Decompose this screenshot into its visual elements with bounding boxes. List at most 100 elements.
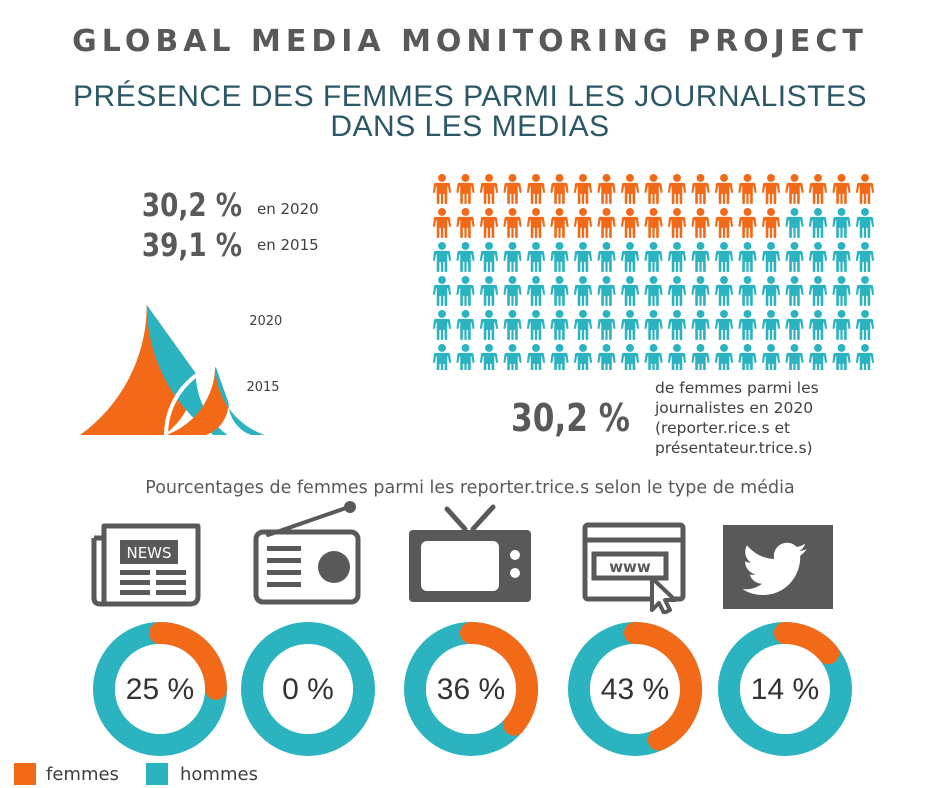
pictogram-person-men: [456, 310, 475, 340]
label-2015: en 2015: [257, 236, 319, 254]
donut-radio-men-ring: [241, 622, 375, 756]
pictogram-person-men: [620, 344, 640, 370]
media-donut-charts: [93, 622, 852, 756]
pictogram-person-men: [667, 310, 687, 340]
pictogram-person-men: [808, 276, 828, 306]
pictogram-person-men: [503, 344, 522, 370]
pictogram-person-men: [597, 310, 616, 340]
pictogram-person-men: [832, 242, 851, 272]
pictogram-person-men: [832, 208, 851, 238]
pictogram-person-men: [714, 310, 734, 340]
donut-twitter-women-arc: [774, 622, 840, 665]
pictogram-person-men: [503, 276, 522, 306]
semicircle-2015-men-segment: [215, 365, 314, 435]
value-2015: 39,1 %: [141, 226, 242, 264]
subtitle-line-1: PRÉSENCE DES FEMMES PARMI LES JOURNALIST…: [73, 80, 867, 113]
donut-tv-hole: [426, 644, 516, 734]
pictogram-person-women: [432, 208, 452, 238]
pictogram-person-men: [785, 242, 804, 272]
pictogram-person-women: [832, 174, 851, 204]
pictogram-person-men: [479, 310, 499, 340]
pictogram-person-women: [620, 174, 640, 204]
pictogram-person-women: [573, 174, 593, 204]
legend-label-men: hommes: [180, 764, 258, 785]
big-stat: 30,2 %: [511, 396, 630, 440]
pictogram-person-men: [667, 242, 687, 272]
pictogram-person-men: [456, 242, 475, 272]
pictogram-person-men: [550, 310, 569, 340]
stat-desc-line: présentateur.trice.s): [655, 439, 813, 457]
pictogram-person-men: [667, 344, 687, 370]
donut-label-newspaper: 25 %: [125, 673, 195, 706]
pictogram-person-men: [714, 242, 734, 272]
donut-newspaper-hole: [115, 644, 205, 734]
radio-icon: [253, 501, 361, 605]
pictogram-person-men: [832, 344, 851, 370]
pictogram-person-men: [714, 344, 734, 370]
pictogram-person-women: [855, 174, 875, 204]
pictogram-person-men: [526, 344, 546, 370]
page-title: GLOBAL MEDIA MONITORING PROJECT: [72, 24, 868, 59]
pictogram-person-men: [785, 310, 804, 340]
legend-label-women: femmes: [46, 764, 119, 785]
pictogram-person-women: [667, 174, 687, 204]
pictogram-person-men: [691, 242, 710, 272]
pictogram-person-women: [714, 208, 734, 238]
pictogram-person-women: [526, 208, 546, 238]
pictogram-person-men: [785, 276, 804, 306]
pictogram-person-men: [597, 344, 616, 370]
pictogram-person-men: [620, 242, 640, 272]
semicircle-2015-women-segment: [166, 365, 229, 435]
pictogram-person-men: [503, 310, 522, 340]
pictogram-person-women: [503, 174, 522, 204]
pictogram-person-men: [573, 276, 593, 306]
pictogram-person-women: [738, 208, 757, 238]
pictogram-person-men: [808, 344, 828, 370]
pictogram-person-men: [597, 276, 616, 306]
donut-web-hole: [590, 644, 680, 734]
section-title: Pourcentages de femmes parmi les reporte…: [145, 478, 795, 498]
pictogram-person-men: [550, 242, 569, 272]
legend-swatch-women: [14, 763, 36, 785]
pictogram-person-men: [832, 276, 851, 306]
pictogram-person-men: [855, 344, 875, 370]
pictogram-person-women: [573, 208, 593, 238]
pictogram-person-women: [785, 174, 804, 204]
donut-label-web: 43 %: [600, 673, 670, 706]
pictogram-person-women: [620, 208, 640, 238]
pictogram-person-women: [691, 208, 710, 238]
pictogram-person-men: [644, 276, 663, 306]
twitter-icon: [723, 525, 833, 609]
pictogram-person-men: [691, 344, 710, 370]
pictogram-person-men: [832, 310, 851, 340]
pictogram-person-women: [738, 174, 757, 204]
pictogram-person-women: [479, 174, 499, 204]
pictogram-person-women: [456, 208, 475, 238]
pictogram-person-men: [526, 276, 546, 306]
pictogram-person-women: [550, 208, 569, 238]
donut-label-radio: 0 %: [282, 673, 334, 706]
pictogram-person-men: [667, 276, 687, 306]
svg-text:NEWS: NEWS: [126, 544, 171, 562]
svg-text:www: www: [609, 558, 651, 576]
semicircle-chart: 2020 2015: [80, 304, 400, 435]
pictogram-person-men: [761, 276, 781, 306]
pictogram-person-women: [526, 174, 546, 204]
donut-label-twitter: 14 %: [750, 673, 820, 706]
semicircle-ring-label-2020: 2020: [249, 314, 282, 329]
newspaper-icon: NEWS: [91, 523, 201, 607]
pictogram-person-men: [526, 242, 546, 272]
pictogram-person-men: [855, 276, 875, 306]
pictogram-chart: [432, 174, 875, 370]
page-subtitle: PRÉSENCE DES FEMMES PARMI LES JOURNALIST…: [0, 82, 940, 142]
pictogram-person-men: [479, 242, 499, 272]
pictogram-person-women: [644, 208, 663, 238]
pictogram-person-men: [620, 276, 640, 306]
pictogram-person-men: [432, 344, 452, 370]
pictogram-person-men: [573, 344, 593, 370]
pictogram-person-men: [761, 242, 781, 272]
donut-twitter-hole: [740, 644, 830, 734]
pictogram-person-men: [808, 242, 828, 272]
pictogram-person-women: [479, 208, 499, 238]
pictogram-person-men: [691, 276, 710, 306]
